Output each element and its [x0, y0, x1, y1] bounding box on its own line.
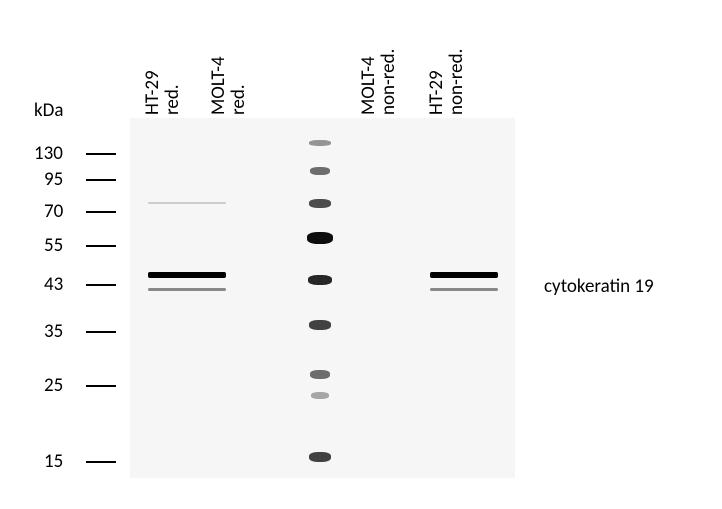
ladder-band: [309, 140, 331, 146]
target-label: cytokeratin 19: [544, 275, 654, 298]
tick: [86, 211, 116, 213]
lane-label: red.: [227, 84, 250, 115]
ladder-band: [307, 232, 333, 244]
ladder-band: [309, 452, 331, 462]
ladder-band: [310, 370, 330, 379]
ladder-band: [309, 320, 331, 330]
tick: [86, 385, 116, 387]
tick: [86, 153, 116, 155]
ladder-band: [311, 392, 329, 399]
ladder-band: [310, 167, 330, 175]
lane-label: non-red.: [377, 49, 400, 115]
mw-label: 95: [44, 168, 63, 191]
ladder-band: [309, 199, 331, 208]
ladder-band: [308, 275, 332, 285]
mw-label: 130: [34, 142, 63, 165]
mw-label: 55: [44, 234, 63, 257]
ck19-sub-band: [430, 288, 498, 291]
lane-label: non-red.: [445, 49, 468, 115]
mw-label: 70: [44, 200, 63, 223]
faint-band-70: [148, 202, 226, 204]
mw-label: 15: [44, 450, 63, 473]
tick: [86, 461, 116, 463]
tick: [86, 179, 116, 181]
mw-label: 25: [44, 374, 63, 397]
mw-label: 35: [44, 320, 63, 343]
western-blot-figure: kDa 130 95 70 55 43 35 25 15 HT-29 red. …: [0, 0, 722, 509]
mw-label: 43: [44, 273, 63, 296]
ck19-main-band: [430, 272, 498, 278]
tick: [86, 331, 116, 333]
tick: [86, 245, 116, 247]
tick: [86, 284, 116, 286]
kda-header: kDa: [34, 99, 63, 122]
ck19-main-band: [148, 272, 226, 278]
lane-label: red.: [161, 84, 184, 115]
ck19-sub-band: [148, 288, 226, 291]
